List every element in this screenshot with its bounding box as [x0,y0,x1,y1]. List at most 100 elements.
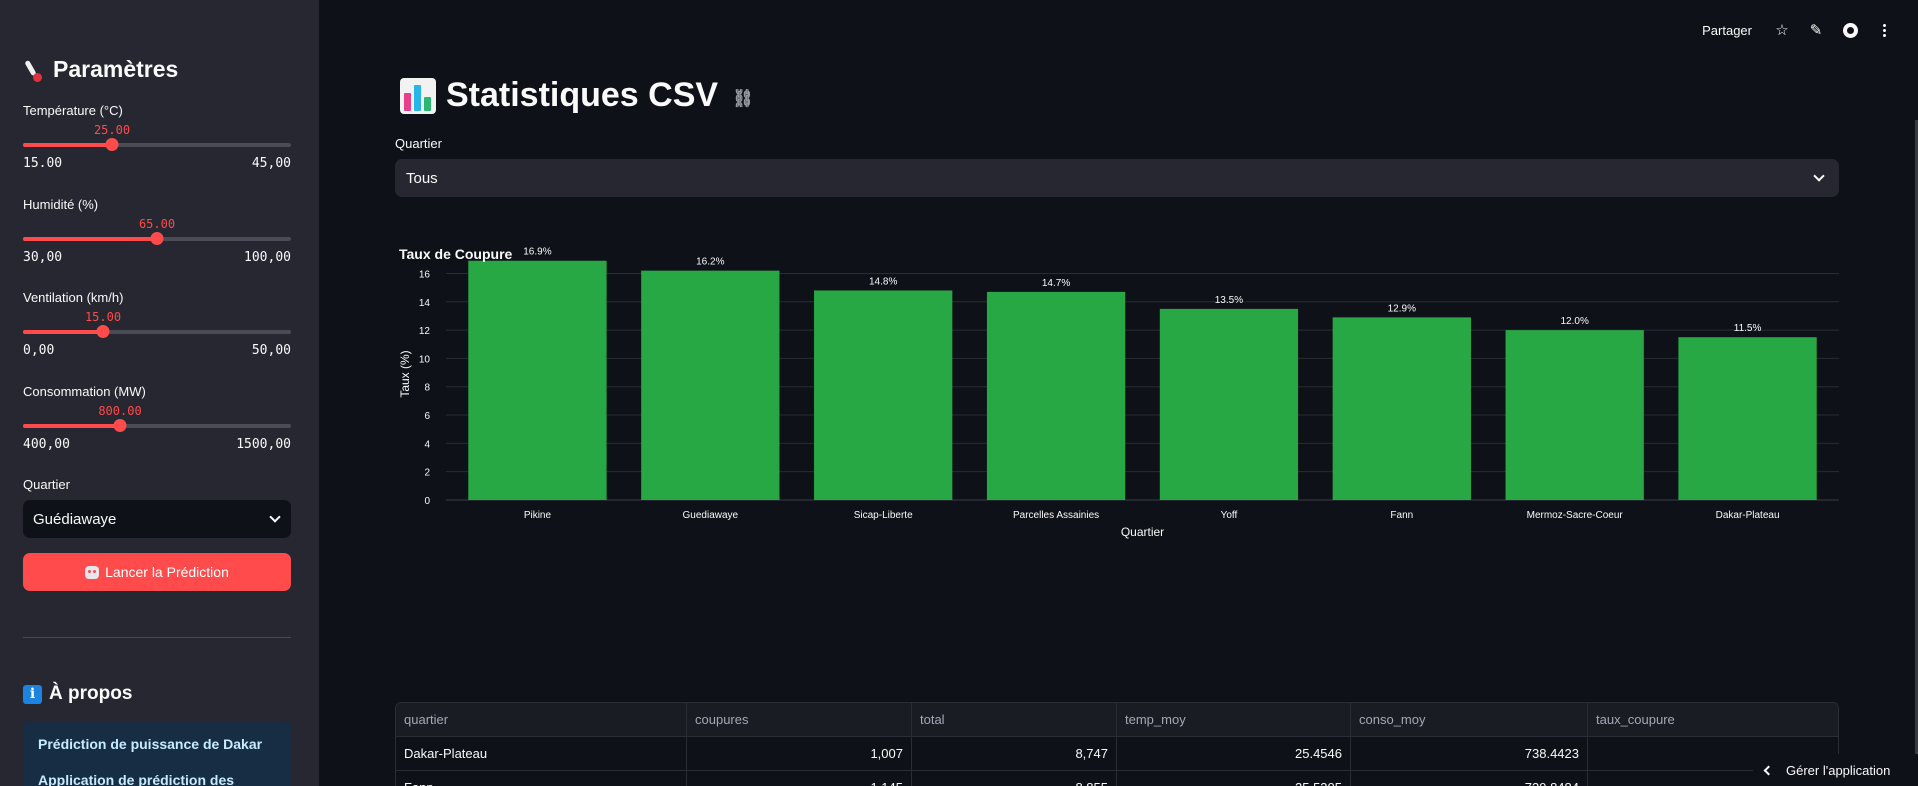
link-icon[interactable]: ⛓ [732,88,754,108]
more-vertical-icon[interactable] [1876,22,1892,38]
sidebar-divider [23,637,291,638]
y-tick-label: 0 [424,496,430,507]
column-header[interactable]: coupures [687,703,912,736]
table-cell: 739.8484 [1351,771,1588,786]
column-header[interactable]: taux_coupure [1588,703,1838,736]
page-title-text: Statistiques CSV [446,76,719,114]
table-header: quartier coupures total temp_moy conso_m… [396,703,1838,737]
bar [1678,337,1817,500]
ventilation-slider[interactable]: Ventilation (km/h) 15.00 0,00 50,00 [23,290,291,358]
quartier-select[interactable]: Tous [395,159,1839,197]
chevron-down-icon [1813,170,1825,182]
y-tick-label: 14 [419,298,431,309]
table-cell: 25.4546 [1117,737,1351,770]
bar-data-label: 16.9% [523,247,551,258]
robot-icon [85,565,100,579]
bar-data-label: 16.2% [696,257,724,268]
table-cell: Fann [396,771,687,786]
bar [1159,308,1299,500]
pencil-icon[interactable]: ✎ [1809,22,1823,39]
slider-thumb[interactable] [113,419,127,432]
y-tick-label: 12 [419,326,431,337]
info-icon: i [23,684,42,704]
chevron-down-icon [269,511,281,523]
sidebar-quartier-select[interactable]: Guédiawaye [23,500,291,538]
github-icon[interactable] [1842,22,1858,38]
y-tick-label: 4 [424,439,430,450]
star-icon[interactable]: ☆ [1775,22,1789,39]
slider-min: 400,00 [23,437,70,452]
sidebar-title-text: Paramètres [53,56,179,82]
table-cell: 8,747 [912,737,1117,770]
y-tick-label: 16 [419,269,431,280]
slider-thumb[interactable] [105,138,119,151]
x-tick-label: Fann [1390,510,1413,521]
x-tick-label: Guediawaye [683,510,739,521]
table-row[interactable]: Dakar-Plateau 1,007 8,747 25.4546 738.44… [396,737,1838,771]
bar [814,290,953,500]
manage-app-label: Gérer l'application [1786,762,1891,778]
bar [1505,330,1644,500]
quartier-select-value: Tous [406,169,438,187]
slider-thumb[interactable] [96,325,110,338]
y-tick-label: 2 [424,468,430,479]
x-tick-label: Mermoz-Sacre-Coeur [1527,510,1624,521]
slider-min: 15.00 [23,156,63,171]
slider-value: 15.00 [84,310,122,324]
slider-label: Ventilation (km/h) [23,290,124,305]
slider-max: 1500,00 [236,437,291,452]
sidebar-quartier-value: Guédiawaye [33,510,117,528]
scrollbar[interactable] [1915,120,1918,780]
bar [1332,317,1471,500]
slider-track[interactable] [23,143,291,147]
data-table: quartier coupures total temp_moy conso_m… [395,702,1839,786]
predict-button[interactable]: Lancer la Prédiction [23,553,291,591]
y-tick-label: 6 [424,411,430,422]
slider-value: 25.00 [93,123,131,137]
slider-value: 65.00 [138,217,176,231]
share-button[interactable]: Partager [1702,22,1752,38]
bar-chart-icon [400,77,436,114]
slider-label: Humidité (%) [23,197,99,212]
manage-app-button[interactable]: Gérer l'application [1753,754,1918,786]
predict-button-label: Lancer la Prédiction [105,564,229,580]
chart-svg: 0 2 4 6 8 10 12 14 16 16.9% Pikine 16.2% Guediawaye 1… [398,247,1839,539]
consumption-slider[interactable]: Consommation (MW) 800.00 400,00 1500,00 [23,384,291,452]
about-title: i À propos [23,683,132,705]
about-title-text: À propos [49,683,133,704]
humidity-slider[interactable]: Humidité (%) 65.00 30,00 100,00 [23,197,291,265]
x-tick-label: Parcelles Assainies [1013,510,1099,521]
column-header[interactable]: temp_moy [1117,703,1351,736]
table-row[interactable]: Fann 1,145 8,855 25.5305 739.8484 [396,771,1838,786]
slider-max: 45,00 [251,156,291,171]
chart-title: Taux de Coupure [399,246,513,262]
slider-min: 0,00 [23,343,55,358]
slider-max: 50,00 [251,343,291,358]
column-header[interactable]: conso_moy [1351,703,1588,736]
slider-thumb[interactable] [150,232,164,245]
column-header[interactable]: quartier [396,703,687,736]
slider-min: 30,00 [23,250,63,265]
temperature-slider[interactable]: Température (°C) 25.00 15.00 45,00 [23,103,291,171]
bar [986,291,1126,500]
table-cell: Dakar-Plateau [396,737,687,770]
bar-data-label: 12.0% [1561,316,1589,327]
slider-value: 800.00 [98,404,142,418]
bar [641,270,780,500]
about-text: Application de prédiction des [38,772,235,786]
about-box: Prédiction de puissance de Dakar Applica… [23,721,291,786]
slider-label: Consommation (MW) [23,384,146,399]
bar-data-label: 11.5% [1734,323,1762,334]
slider-track[interactable] [23,424,291,428]
sidebar-title: Paramètres [23,56,178,83]
table-cell: 738.4423 [1351,737,1588,770]
column-header[interactable]: total [912,703,1117,736]
slider-track[interactable] [23,330,291,334]
table-cell: 8,855 [912,771,1117,786]
bar [468,260,607,500]
bar-data-label: 13.5% [1215,295,1243,306]
sidebar-quartier-label: Quartier [23,477,70,492]
page-title: Statistiques CSV ⛓ [400,76,754,115]
table-cell: 25.5305 [1117,771,1351,786]
chevron-left-icon [1763,765,1774,775]
